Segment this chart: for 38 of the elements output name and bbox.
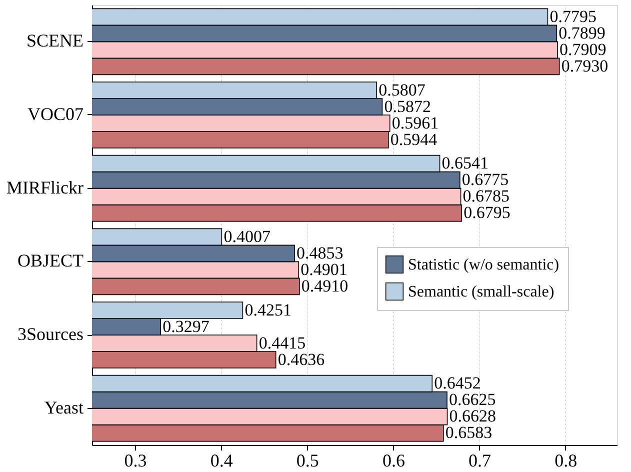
y-tick-label: MIRFlickr (6, 177, 84, 198)
x-tick-label: 0.5 (296, 450, 319, 470)
y-tick-label: Yeast (44, 397, 84, 418)
data-label: 0.4853 (296, 243, 344, 262)
data-label: 0.6583 (445, 423, 492, 442)
data-label: 0.5944 (390, 130, 438, 149)
data-label: 0.4636 (278, 350, 325, 369)
data-label: 0.7795 (550, 6, 596, 26)
y-tick-label: 3Sources (18, 324, 84, 344)
data-label: 0.7909 (560, 40, 606, 59)
data-label: 0.4415 (258, 333, 306, 352)
data-label: 0.5807 (378, 80, 426, 100)
data-label: 0.4007 (224, 226, 271, 246)
data-label: 0.7899 (558, 23, 606, 42)
data-label: 0.3297 (162, 316, 210, 336)
data-label: 0.5872 (384, 96, 431, 116)
y-tick-label: OBJECT (17, 250, 84, 271)
legend-label: Semantic (small-scale) (408, 284, 554, 300)
x-tick-label: 0.7 (468, 450, 492, 470)
x-tick-label: 0.3 (124, 450, 147, 470)
y-tick-label: SCENE (26, 30, 84, 51)
x-tick-label: 0.8 (554, 450, 578, 470)
x-tick-label: 0.6 (382, 450, 405, 470)
data-label: 0.6625 (449, 390, 496, 410)
data-label: 0.7930 (561, 56, 608, 76)
data-label: 0.6628 (449, 406, 496, 426)
data-label: 0.6795 (464, 203, 510, 222)
data-label: 0.6785 (462, 186, 510, 206)
y-tick-label: VOC07 (27, 104, 84, 124)
legend-label: Statistic (w/o semantic) (408, 256, 560, 274)
data-label: 0.6452 (434, 374, 481, 393)
data-label: 0.6775 (462, 170, 509, 190)
data-label: 0.4910 (301, 276, 348, 296)
data-label: 0.4251 (244, 300, 292, 320)
x-tick-label: 0.4 (210, 450, 233, 470)
data-label: 0.4901 (300, 260, 348, 279)
data-label: 0.5961 (392, 113, 439, 132)
data-label: 0.6541 (442, 154, 489, 173)
